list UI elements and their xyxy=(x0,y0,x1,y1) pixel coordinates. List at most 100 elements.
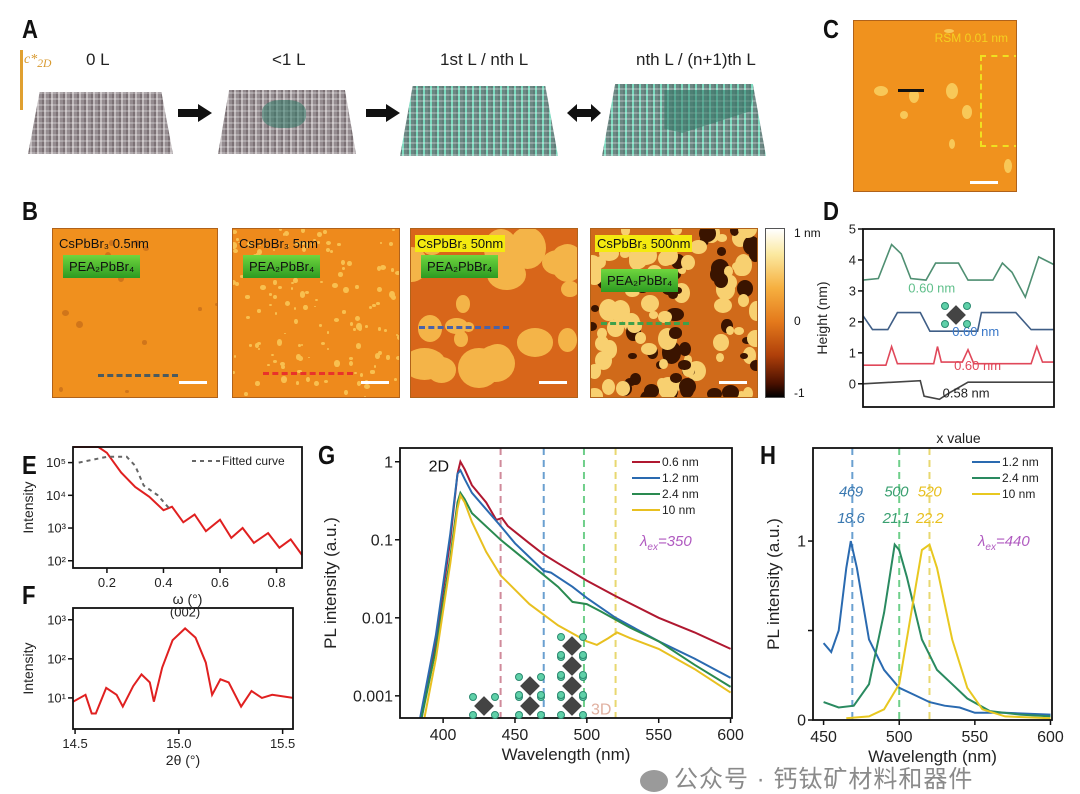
panel-label-a: A xyxy=(22,14,38,44)
afm-feature xyxy=(233,354,237,358)
afm-feature xyxy=(293,277,298,284)
chart-g-xtick-label: 600 xyxy=(717,727,744,744)
afm-feature xyxy=(726,326,735,336)
afm-feature xyxy=(246,315,250,319)
afm-feature xyxy=(284,332,287,335)
stage-title-1: <1 L xyxy=(272,50,306,69)
afm-feature xyxy=(393,377,398,382)
afm-feature xyxy=(615,380,630,397)
afm-image-4: CsPbBr₃ 500nm PEA₂PbBr₄ xyxy=(590,228,758,398)
afm-feature xyxy=(343,286,349,294)
afm-feature xyxy=(729,229,740,236)
afm-feature xyxy=(324,380,328,384)
afm-feature xyxy=(874,86,888,96)
afm-feature xyxy=(598,298,619,322)
chart-h-annotation: 18.6 xyxy=(837,510,865,527)
octahedron-n4-icon xyxy=(557,691,565,699)
afm-feature xyxy=(143,245,150,251)
afm-feature xyxy=(360,373,364,378)
afm-feature xyxy=(300,229,305,233)
arrow-right-icon xyxy=(178,104,212,122)
afm-feature xyxy=(657,310,672,324)
octahedron-n2-icon xyxy=(515,711,523,719)
watermark: 公众号 · 钙钛矿材料和器件 xyxy=(640,767,973,793)
afm-feature xyxy=(671,229,682,236)
afm-feature xyxy=(315,299,318,302)
chart-d-ytick-label: 3 xyxy=(849,283,856,298)
rsm-region-box xyxy=(980,55,1016,147)
afm-feature xyxy=(245,295,250,299)
afm-feature xyxy=(291,286,294,290)
afm-feature xyxy=(255,381,260,387)
afm-feature xyxy=(368,305,372,309)
c2d-main: c* xyxy=(24,52,38,67)
double-arrow-icon xyxy=(567,104,601,122)
afm-feature xyxy=(743,236,757,256)
afm-feature xyxy=(949,139,955,149)
afm-feature xyxy=(353,327,356,331)
afm-feature xyxy=(640,294,659,312)
afm-feature xyxy=(326,347,329,351)
afm-feature xyxy=(325,240,332,246)
lattice-0l xyxy=(28,92,173,154)
afm-feature xyxy=(738,229,757,239)
afm-feature xyxy=(256,252,259,255)
afm-feature xyxy=(594,335,609,352)
octahedron-n1-icon xyxy=(469,711,477,719)
afm-feature xyxy=(312,238,316,242)
octahedron-n4-icon xyxy=(579,671,587,679)
chart-e-xtick-label: 0.6 xyxy=(211,575,229,590)
colorbar-mid: 0 xyxy=(794,314,801,328)
chart-g-ylabel: PL intensity (a.u.) xyxy=(321,517,340,649)
octahedron-n2-icon xyxy=(520,676,540,696)
afm-feature xyxy=(273,295,278,300)
chart-h-xtick-label: 550 xyxy=(962,729,989,746)
afm-feature xyxy=(235,237,240,242)
afm-feature xyxy=(304,242,310,248)
afm-feature xyxy=(456,295,471,313)
chart-d-ytick-label: 1 xyxy=(849,345,856,360)
chart-h-xtick-label: 450 xyxy=(810,729,837,746)
chart-h-annotation: 21.1 xyxy=(882,510,910,527)
afm-feature xyxy=(516,328,553,357)
chart-h-series-1 xyxy=(823,542,1051,718)
afm-feature xyxy=(277,285,282,290)
chart-e-ytick-label: 10⁴ xyxy=(46,488,66,503)
thickness-label: CsPbBr₃ 5nm xyxy=(239,236,318,251)
afm-feature xyxy=(736,280,753,297)
chart-g-xtick-label: 550 xyxy=(645,727,672,744)
afm-feature xyxy=(332,282,339,289)
octahedron-icon xyxy=(946,305,966,325)
afm-feature xyxy=(1004,159,1012,173)
afm-feature xyxy=(379,241,383,244)
octahedron-n4-icon xyxy=(562,676,582,696)
chart-g-ytick-label: 0.001 xyxy=(353,688,393,705)
chart-d-xlabel: x value xyxy=(936,430,981,446)
afm-feature xyxy=(689,240,707,255)
chart-e-xtick-label: 0.4 xyxy=(154,575,172,590)
afm-feature xyxy=(629,373,641,386)
chart-d-ylabel: Height (nm) xyxy=(814,281,830,354)
afm-feature xyxy=(371,303,376,308)
afm-feature xyxy=(233,370,235,375)
afm-feature xyxy=(301,247,306,253)
chart-f-frame xyxy=(72,607,294,730)
film-label: PEA₂PbBr₄ xyxy=(601,269,679,292)
chart-d-ytick-label: 0 xyxy=(849,376,856,391)
afm-feature xyxy=(316,232,323,238)
octahedron-icon xyxy=(963,320,971,328)
afm-feature xyxy=(134,239,140,247)
scale-bar xyxy=(361,381,389,384)
afm-feature xyxy=(297,369,302,374)
afm-feature xyxy=(124,389,129,393)
chart-h-xtick-label: 500 xyxy=(886,729,913,746)
afm-feature xyxy=(349,360,354,366)
chart-g-xtick-label: 500 xyxy=(573,727,600,744)
afm-feature xyxy=(340,259,346,266)
afm-feature xyxy=(346,260,352,267)
afm-feature xyxy=(736,391,746,397)
afm-feature xyxy=(319,324,323,327)
afm-feature xyxy=(679,341,692,356)
octahedron-icon xyxy=(941,320,949,328)
afm-feature xyxy=(713,273,728,289)
